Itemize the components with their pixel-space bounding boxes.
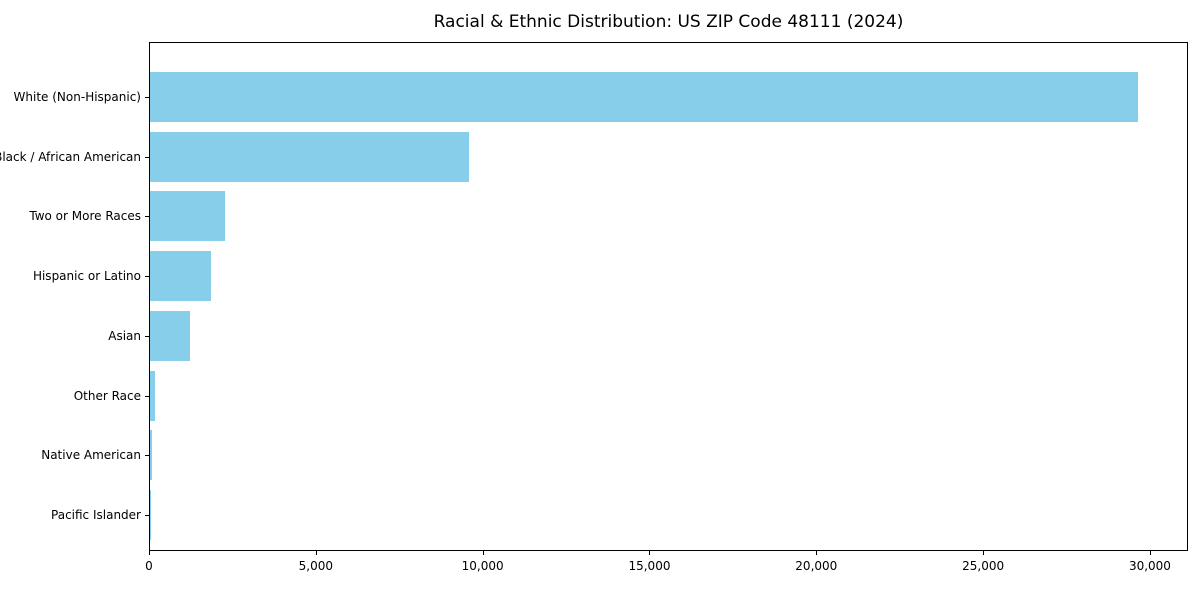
y-tick-label: Pacific Islander bbox=[51, 507, 141, 522]
chart-title: Racial & Ethnic Distribution: US ZIP Cod… bbox=[433, 12, 904, 32]
x-tick-label: 30,000 bbox=[1128, 559, 1171, 573]
y-tick-label: Other Race bbox=[73, 388, 141, 403]
y-tick-label: Black / African American bbox=[0, 149, 141, 164]
y-tick-mark bbox=[145, 97, 149, 98]
x-tick-label: 15,000 bbox=[628, 559, 671, 573]
y-tick-label: Two or More Races bbox=[29, 209, 141, 224]
y-tick-label: Native American bbox=[41, 448, 141, 463]
bar-two-or-more-races bbox=[150, 191, 226, 242]
y-tick-mark bbox=[145, 335, 149, 337]
x-tick-label: 20,000 bbox=[795, 559, 838, 573]
x-tick-mark bbox=[649, 551, 651, 555]
y-tick-label: Asian bbox=[108, 328, 141, 343]
y-tick-mark bbox=[145, 276, 149, 278]
x-tick-label: 10,000 bbox=[461, 559, 504, 573]
bar-native-american bbox=[150, 430, 153, 481]
y-tick-label: White (Non-Hispanic) bbox=[13, 90, 141, 104]
x-tick-mark bbox=[315, 551, 317, 555]
y-tick-label: Hispanic or Latino bbox=[32, 269, 141, 284]
plot-area bbox=[149, 42, 1188, 551]
bar-white-non-hispanic bbox=[150, 72, 1138, 122]
x-tick-mark bbox=[1149, 551, 1151, 555]
y-tick-mark bbox=[145, 156, 149, 158]
y-tick-mark bbox=[145, 395, 149, 397]
x-tick-label: 5,000 bbox=[298, 559, 333, 573]
bar-hispanic-or-latino bbox=[150, 251, 212, 302]
y-tick-mark bbox=[145, 216, 149, 218]
bar-black-african-american bbox=[150, 131, 469, 182]
x-tick-mark bbox=[983, 551, 985, 555]
x-tick-mark bbox=[816, 551, 818, 555]
y-tick-mark bbox=[145, 455, 149, 457]
x-tick-label: 25,000 bbox=[962, 559, 1005, 573]
bar-other-race bbox=[150, 370, 155, 421]
x-tick-mark bbox=[149, 551, 150, 555]
x-tick-label: 0 bbox=[145, 559, 153, 573]
y-tick-mark bbox=[145, 514, 149, 516]
bar-asian bbox=[150, 310, 191, 361]
x-tick-mark bbox=[482, 551, 484, 555]
